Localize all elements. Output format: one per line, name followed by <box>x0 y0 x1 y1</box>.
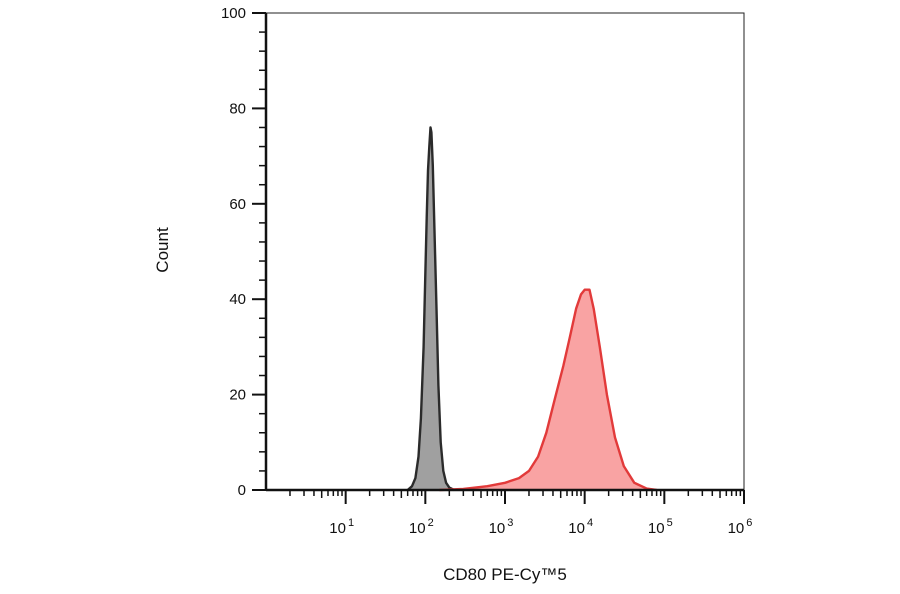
series-layer <box>406 126 657 492</box>
x-axis-label: CD80 PE-Cy™5 <box>443 565 567 584</box>
y-tick-label: 20 <box>229 387 246 404</box>
plot-frame <box>265 12 745 491</box>
y-tick-label: 100 <box>221 5 246 22</box>
x-tick-label: 10 3 <box>489 517 514 537</box>
y-tick-label: 0 <box>238 482 246 499</box>
x-tick-label: 10 2 <box>409 517 434 537</box>
series-1-line <box>406 126 455 492</box>
y-tick-label: 40 <box>229 291 246 308</box>
series-2-area <box>439 289 657 490</box>
x-tick-label: 10 1 <box>329 517 354 537</box>
y-tick-label: 60 <box>229 196 246 213</box>
y-axis-label: Count <box>153 227 172 273</box>
x-tick-label: 10 4 <box>568 517 593 537</box>
series-1-area <box>407 127 455 490</box>
series-2-line <box>439 288 657 492</box>
axis-layer: 0 20 40 60 80 100 10 1 10 2 10 3 10 4 10 5 10 6 <box>221 5 752 537</box>
y-tick-label: 80 <box>229 100 246 117</box>
x-tick-label: 10 5 <box>648 517 673 537</box>
x-tick-label: 10 6 <box>728 517 753 537</box>
